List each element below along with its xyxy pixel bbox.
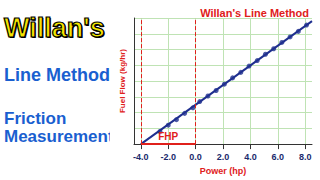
svg-text:-2.0: -2.0: [160, 152, 176, 162]
html-text:Willan's: Willan's: [4, 13, 105, 43]
svg-text:Power (hp): Power (hp): [200, 166, 247, 176]
svg-text:8.0: 8.0: [299, 152, 312, 162]
svg-text:FHP: FHP: [158, 131, 178, 142]
svg-text:4.0: 4.0: [244, 152, 257, 162]
svg-text:0.0: 0.0: [189, 152, 202, 162]
html-text:Friction Measurement: Friction Measurement: [4, 109, 114, 146]
html-text:Line Method: Line Method: [4, 65, 110, 85]
svg-text:Fuel Flow (kg/hr): Fuel Flow (kg/hr): [118, 49, 127, 113]
svg-text:-4.0: -4.0: [133, 152, 149, 162]
svg-text:Willan's Line Method: Willan's Line Method: [200, 7, 309, 19]
svg-text:6.0: 6.0: [272, 152, 285, 162]
svg-text:2.0: 2.0: [217, 152, 230, 162]
